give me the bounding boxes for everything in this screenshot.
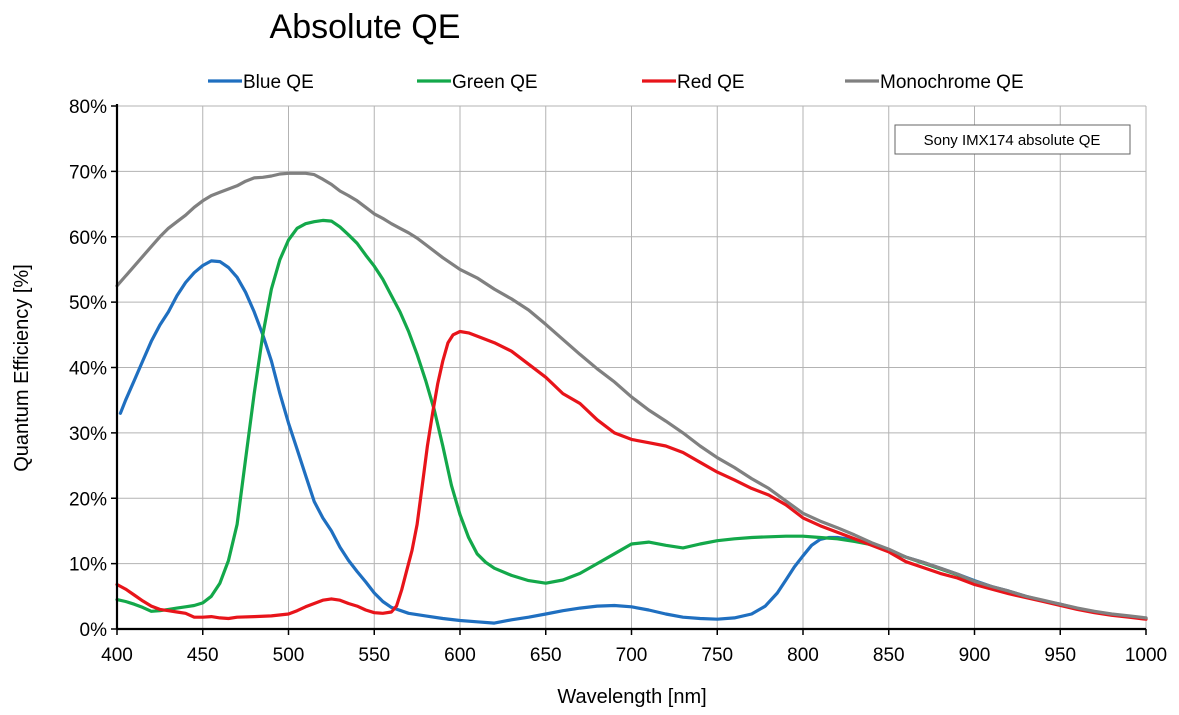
x-tick-label: 450 bbox=[187, 645, 219, 666]
x-tick-label: 1000 bbox=[1125, 645, 1167, 666]
series-layer bbox=[115, 171, 1148, 625]
y-tick-label: 10% bbox=[69, 555, 107, 576]
y-tick-label: 60% bbox=[69, 228, 107, 249]
x-tick-label: 400 bbox=[101, 645, 133, 666]
y-tick-label: 50% bbox=[69, 293, 107, 314]
y-tick-label: 70% bbox=[69, 162, 107, 183]
x-tick-label: 500 bbox=[273, 645, 305, 666]
series-line-monochrome-qe bbox=[115, 171, 1148, 620]
annotation-frame bbox=[894, 124, 1131, 155]
y-tick-label: 0% bbox=[80, 620, 108, 641]
legend-item: Blue QE bbox=[208, 72, 314, 93]
annotation-text: Sony IMX174 absolute QE bbox=[924, 132, 1101, 149]
legend-item: Red QE bbox=[642, 72, 745, 93]
legend-label: Green QE bbox=[452, 72, 538, 93]
series-line-blue-qe bbox=[118, 259, 1148, 625]
x-axis-label: Wavelength [nm] bbox=[557, 686, 706, 708]
axes bbox=[111, 104, 1147, 635]
y-tick-label: 30% bbox=[69, 424, 107, 445]
y-tick-labels: 0% 10% 20% 30% 40% 50% 60% 70% 80% bbox=[69, 97, 107, 641]
annotation-box: Sony IMX174 absolute QE bbox=[894, 124, 1131, 155]
y-tick-label: 80% bbox=[69, 97, 107, 118]
y-tick-label: 20% bbox=[69, 489, 107, 510]
x-tick-label: 950 bbox=[1044, 645, 1076, 666]
y-axis-label: Quantum Efficiency [%] bbox=[11, 264, 33, 472]
x-tick-label: 900 bbox=[959, 645, 991, 666]
series-line-red-qe bbox=[115, 329, 1148, 621]
x-tick-labels: 400 450 500 550 600 650 700 750 800 850 900 950 1000 bbox=[101, 645, 1167, 666]
legend-label: Blue QE bbox=[243, 72, 314, 93]
legend-item: Monochrome QE bbox=[845, 72, 1024, 93]
legend: Blue QE Green QE Red QE Monochrome QE bbox=[208, 72, 1024, 93]
x-tick-label: 800 bbox=[787, 645, 819, 666]
gridlines bbox=[117, 105, 1147, 629]
x-tick-label: 550 bbox=[358, 645, 390, 666]
x-tick-label: 600 bbox=[444, 645, 476, 666]
y-tick-label: 40% bbox=[69, 359, 107, 380]
x-tick-label: 650 bbox=[530, 645, 562, 666]
legend-item: Green QE bbox=[417, 72, 538, 93]
x-tick-label: 700 bbox=[616, 645, 648, 666]
legend-label: Red QE bbox=[677, 72, 745, 93]
x-tick-label: 850 bbox=[873, 645, 905, 666]
chart-title: Absolute QE bbox=[270, 8, 461, 46]
x-tick-label: 750 bbox=[701, 645, 733, 666]
legend-label: Monochrome QE bbox=[880, 72, 1024, 93]
